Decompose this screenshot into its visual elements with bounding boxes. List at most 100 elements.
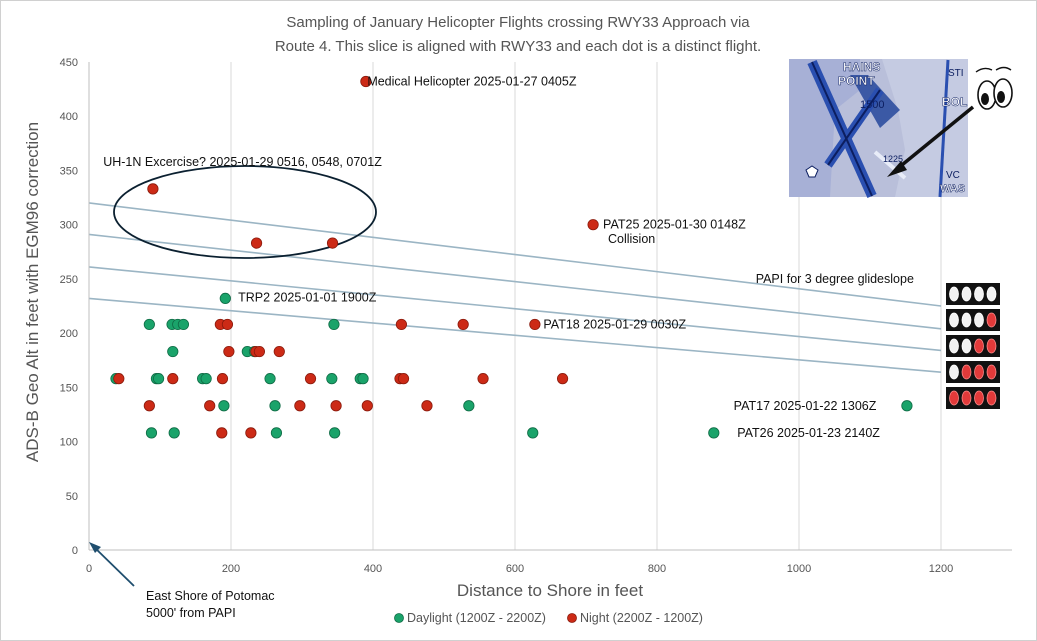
sectional-map-inset: HAINS POINT 1500 BOL STI 1225 VC WAS bbox=[789, 59, 968, 199]
night-point bbox=[529, 318, 541, 331]
papi-light-red bbox=[974, 390, 984, 406]
night-point bbox=[253, 345, 265, 358]
daylight-point bbox=[901, 400, 913, 412]
papi-row bbox=[946, 387, 1000, 409]
papi-row bbox=[946, 283, 1000, 305]
y-tick-label: 350 bbox=[60, 165, 78, 177]
daylight-point bbox=[326, 373, 338, 385]
night-point bbox=[245, 427, 257, 439]
daylight-point bbox=[264, 373, 276, 385]
x-axis-title: Distance to Shore in feet bbox=[457, 581, 643, 600]
annotation-label: PAT25 2025-01-30 0148Z bbox=[603, 218, 746, 232]
data-points bbox=[110, 75, 913, 439]
map-label-1225: 1225 bbox=[883, 154, 903, 164]
daylight-point bbox=[145, 427, 158, 439]
y-tick-label: 300 bbox=[60, 220, 78, 232]
x-tick-label: 1200 bbox=[929, 563, 953, 575]
annotation-label: PAT18 2025-01-29 0030Z bbox=[543, 317, 686, 331]
annotation-label: TRP2 2025-01-01 1900Z bbox=[238, 290, 377, 304]
papi-light-red bbox=[961, 390, 972, 406]
annotation-label: UH-1N Excercise? 2025-01-29 0516, 0548, … bbox=[103, 155, 382, 169]
map-label-hains: HAINS bbox=[843, 60, 880, 74]
x-tick-label: 200 bbox=[222, 563, 240, 575]
papi-light-red bbox=[986, 364, 997, 380]
night-point bbox=[556, 373, 569, 385]
night-point bbox=[397, 373, 410, 385]
night-point bbox=[216, 427, 228, 439]
papi-light-red bbox=[949, 390, 959, 406]
map-label-bol: BOL bbox=[942, 95, 967, 109]
daylight-point bbox=[463, 400, 475, 412]
daylight-point bbox=[708, 427, 720, 439]
papi-light-white bbox=[949, 338, 959, 354]
x-tick-label: 1000 bbox=[787, 563, 811, 575]
daylight-point bbox=[143, 318, 155, 331]
annotation-label: Medical Helicopter 2025-01-27 0405Z bbox=[367, 75, 577, 89]
night-point bbox=[421, 400, 433, 412]
night-point bbox=[457, 318, 469, 331]
night-point bbox=[113, 373, 125, 385]
daylight-point bbox=[527, 427, 539, 439]
papi-light-red bbox=[986, 390, 997, 406]
annotation-label: PAT26 2025-01-23 2140Z bbox=[737, 426, 880, 440]
night-point bbox=[304, 373, 317, 385]
night-point bbox=[360, 75, 372, 88]
glideslope-lines bbox=[88, 202, 942, 373]
glideslope-line bbox=[88, 202, 942, 307]
daylight-point bbox=[218, 400, 230, 412]
tick-labels: 0 50 100 150 200 250 300 350 400 450 0 200 400 600 800… bbox=[60, 57, 954, 575]
night-point bbox=[221, 318, 234, 331]
daylight-point bbox=[168, 427, 180, 439]
night-point bbox=[250, 237, 263, 249]
chart-title-line-2: Route 4. This slice is aligned with RWY3… bbox=[275, 38, 761, 55]
chart-title-line-1: Sampling of January Helicopter Flights c… bbox=[286, 14, 750, 31]
map-label-vc: VC bbox=[946, 170, 960, 181]
daylight-point bbox=[270, 427, 283, 439]
legend: Daylight (1200Z - 2200Z) Night (2200Z - … bbox=[394, 611, 703, 625]
papi-light-white bbox=[961, 312, 972, 328]
daylight-point bbox=[219, 292, 231, 305]
daylight-point bbox=[200, 373, 212, 385]
glideslope-line bbox=[88, 233, 942, 330]
night-point bbox=[326, 237, 339, 249]
legend-night-label: Night (2200Z - 1200Z) bbox=[580, 611, 703, 625]
y-tick-label: 50 bbox=[66, 491, 78, 503]
annotation-label: Collision bbox=[608, 232, 655, 246]
papi-light-red bbox=[974, 338, 984, 354]
night-point bbox=[216, 373, 229, 385]
y-tick-label: 150 bbox=[60, 382, 78, 394]
map-label-1500: 1500 bbox=[860, 99, 884, 111]
night-point bbox=[167, 373, 179, 385]
night-point bbox=[147, 183, 159, 195]
map-label-point: POINT bbox=[838, 74, 875, 88]
night-point bbox=[330, 400, 342, 412]
y-tick-label: 250 bbox=[60, 274, 78, 286]
uh1n-ellipse bbox=[113, 165, 377, 259]
daylight-point bbox=[357, 373, 369, 385]
daylight-point bbox=[329, 427, 341, 439]
papi-row bbox=[946, 335, 1000, 357]
daylight-point bbox=[328, 318, 340, 331]
legend-daylight-marker bbox=[394, 613, 404, 623]
glideslope-line bbox=[88, 266, 942, 352]
night-point bbox=[477, 373, 489, 385]
papi-light-white bbox=[949, 286, 959, 302]
shore-arrow bbox=[89, 542, 135, 587]
map-label-sti: STI bbox=[948, 68, 964, 79]
papi-light-red bbox=[961, 364, 972, 380]
papi-row bbox=[946, 361, 1000, 383]
x-tick-label: 0 bbox=[86, 563, 92, 575]
daylight-point bbox=[152, 373, 165, 385]
y-axis-title: ADS-B Geo Alt in feet with EGM96 correct… bbox=[23, 122, 42, 462]
daylight-point bbox=[177, 318, 190, 331]
papi-light-red bbox=[986, 312, 997, 328]
cartoon-eyes-icon bbox=[975, 66, 1013, 110]
night-point bbox=[143, 400, 155, 412]
map-label-was: WAS bbox=[940, 183, 965, 195]
papi-light-white bbox=[974, 312, 984, 328]
papi-row bbox=[946, 309, 1000, 331]
y-tick-label: 200 bbox=[60, 328, 78, 340]
legend-night-marker bbox=[567, 613, 577, 623]
papi-light-white bbox=[949, 364, 959, 380]
